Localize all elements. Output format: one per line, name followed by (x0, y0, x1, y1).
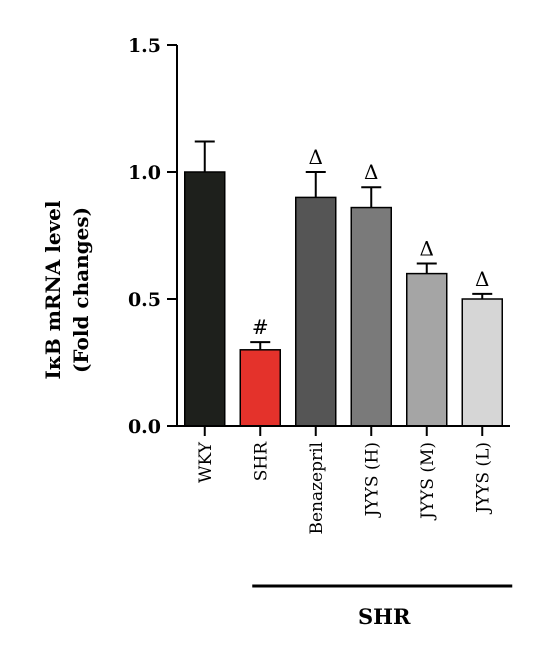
x-tick-label: JYYS (L) (473, 442, 493, 515)
x-axis: WKY SHR Benazepril JYYS (H) JYYS (M) JYYS (L) (177, 425, 510, 535)
bars-group: # Δ Δ Δ Δ (184, 140, 503, 427)
group-bracket: SHR (252, 584, 513, 629)
significance-mark: # (252, 315, 269, 339)
bar-4 (350, 206, 392, 427)
significance-mark: Δ (420, 236, 434, 260)
x-tick-label: SHR (251, 441, 271, 481)
significance-mark: Δ (364, 160, 378, 184)
bar-5 (406, 272, 448, 427)
significance-mark: Δ (475, 267, 489, 291)
x-tick-label: Benazepril (307, 442, 327, 535)
group-label: SHR (358, 604, 411, 629)
y-tick-label: 1.0 (128, 162, 161, 184)
y-tick-label: 0.5 (128, 289, 161, 311)
x-tick-label: WKY (196, 441, 216, 483)
bar-3 (295, 196, 337, 427)
y-tick-label: 0.0 (128, 416, 161, 438)
y-axis: 0.0 0.5 1.0 1.5 (128, 35, 178, 438)
y-axis-label-line2: (Fold changes) (69, 207, 93, 373)
x-tick-label: JYYS (H) (362, 442, 382, 518)
bar-1 (184, 171, 226, 427)
y-tick-label: 1.5 (128, 35, 161, 57)
x-tick-label: JYYS (M) (418, 442, 438, 521)
bar-2 (239, 349, 281, 427)
significance-mark: Δ (309, 145, 323, 169)
y-axis-label-line1: IκB mRNA level (41, 200, 65, 379)
bar-6 (461, 298, 503, 427)
